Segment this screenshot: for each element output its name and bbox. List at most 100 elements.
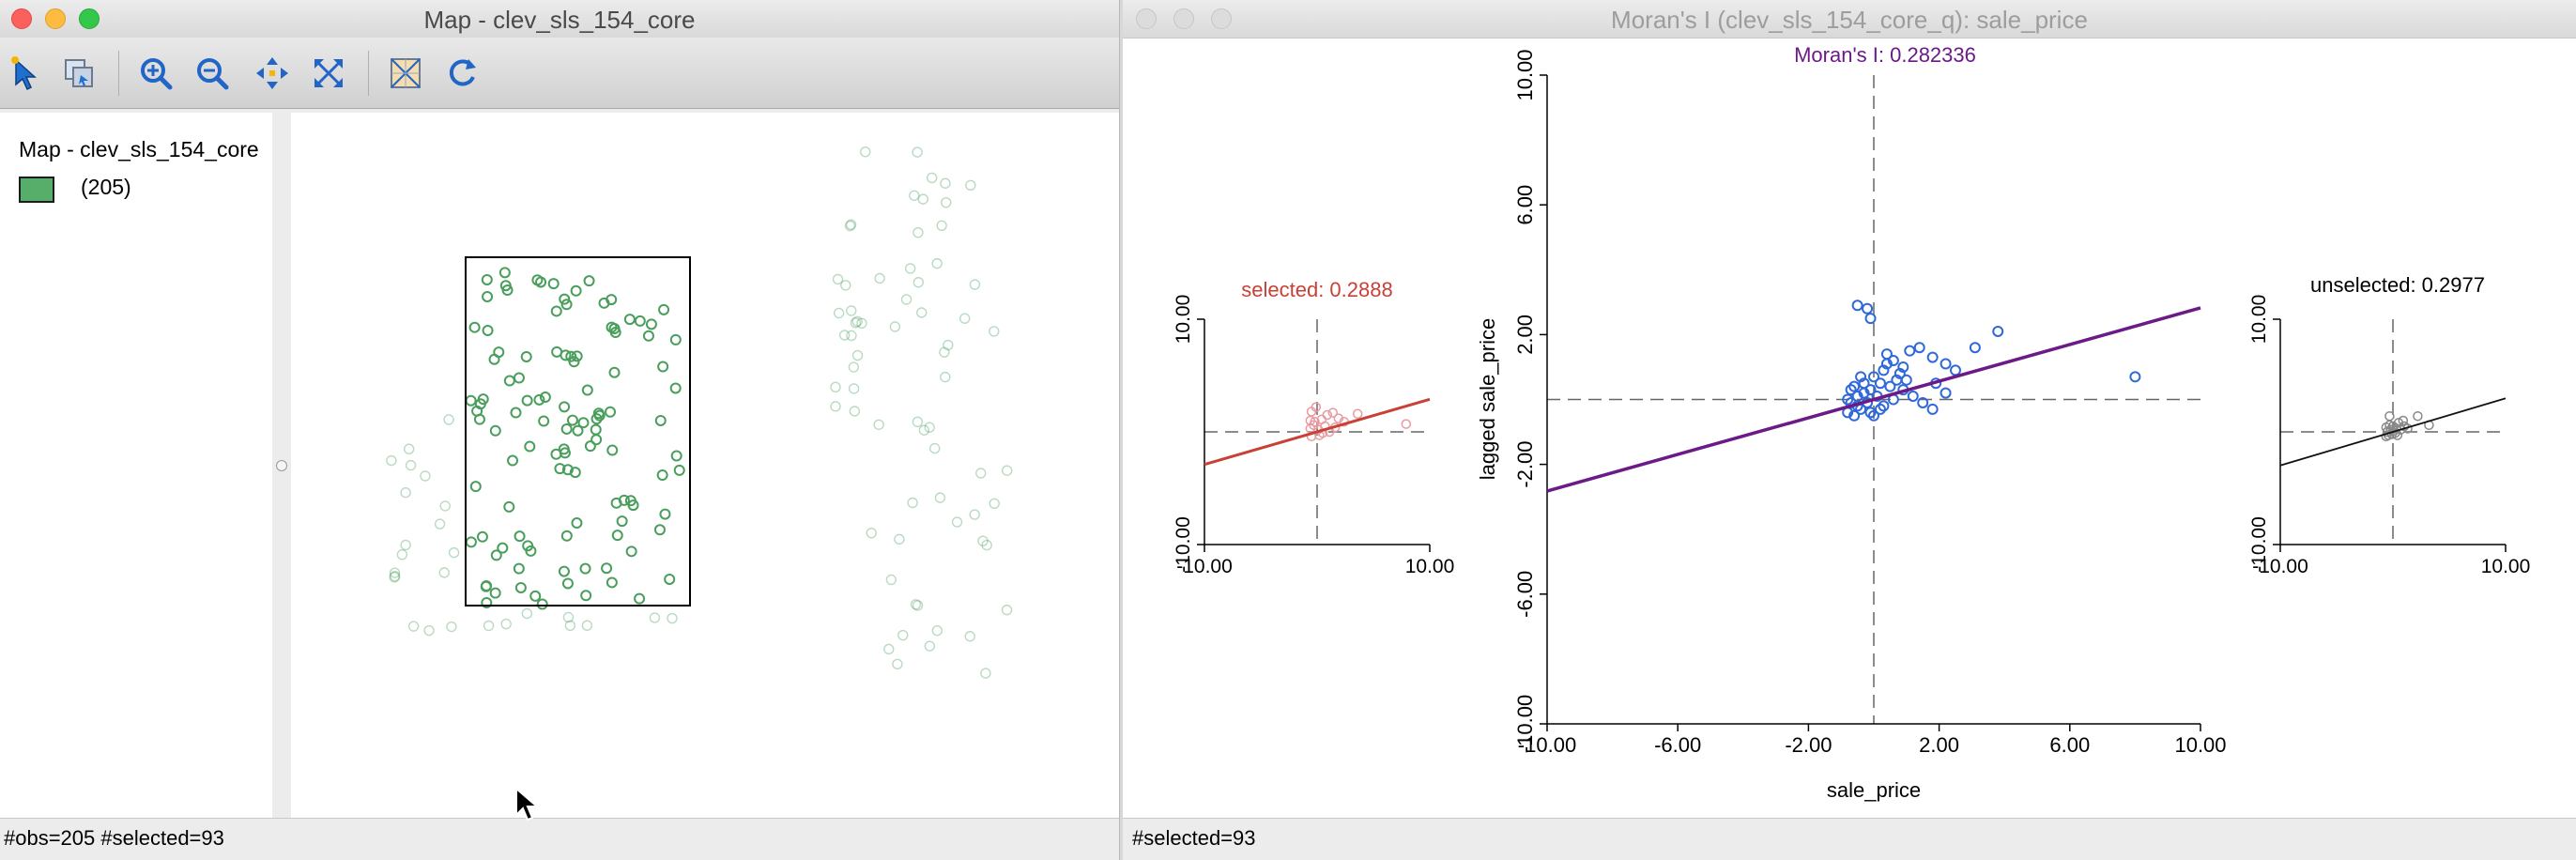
- map-observation-point[interactable]: [609, 327, 621, 339]
- map-observation-point[interactable]: [929, 442, 941, 454]
- map-observation-point[interactable]: [838, 330, 851, 341]
- map-observation-point[interactable]: [513, 562, 525, 575]
- main-data-point[interactable]: [1878, 400, 1890, 412]
- map-observation-point[interactable]: [673, 464, 685, 476]
- map-observation-point[interactable]: [482, 290, 494, 302]
- map-observation-point[interactable]: [634, 315, 646, 327]
- main-data-point[interactable]: [1940, 358, 1952, 370]
- map-observation-point[interactable]: [566, 414, 578, 426]
- map-observation-point[interactable]: [481, 596, 493, 608]
- map-observation-point[interactable]: [514, 581, 527, 593]
- map-observation-point[interactable]: [572, 424, 584, 437]
- map-observation-point[interactable]: [1002, 465, 1013, 476]
- unselected-data-point[interactable]: [2384, 410, 2395, 422]
- map-observation-point[interactable]: [912, 416, 924, 427]
- map-observation-point[interactable]: [980, 668, 991, 679]
- map-observation-point[interactable]: [874, 272, 885, 284]
- selected-data-point[interactable]: [1310, 416, 1320, 427]
- main-data-point[interactable]: [1926, 351, 1939, 363]
- map-observation-point[interactable]: [669, 333, 682, 346]
- map-observation-point[interactable]: [667, 612, 678, 624]
- zoom-window-button[interactable]: [1211, 8, 1232, 29]
- map-observation-point[interactable]: [481, 273, 493, 285]
- map-observation-point[interactable]: [934, 492, 946, 503]
- map-observation-point[interactable]: [657, 361, 669, 373]
- map-observation-point[interactable]: [912, 146, 923, 158]
- selected-data-point[interactable]: [1327, 407, 1339, 418]
- map-observation-point[interactable]: [503, 500, 515, 513]
- map-observation-point[interactable]: [912, 226, 924, 238]
- map-observation-point[interactable]: [940, 177, 951, 189]
- pan-icon[interactable]: [253, 54, 291, 92]
- map-observation-point[interactable]: [529, 590, 542, 602]
- map-observation-point[interactable]: [559, 401, 571, 413]
- map-observation-point[interactable]: [522, 540, 534, 552]
- main-data-point[interactable]: [1842, 393, 1854, 406]
- main-data-point[interactable]: [1917, 396, 1929, 408]
- main-data-point[interactable]: [1864, 407, 1877, 419]
- map-observation-point[interactable]: [538, 415, 550, 427]
- close-window-button[interactable]: [1136, 8, 1157, 29]
- unselected-data-point[interactable]: [2398, 415, 2409, 426]
- map-observation-point[interactable]: [883, 643, 895, 655]
- map-observation-point[interactable]: [605, 406, 617, 418]
- map-observation-point[interactable]: [465, 394, 477, 407]
- map-observation-point[interactable]: [634, 592, 646, 605]
- splitter-handle[interactable]: [276, 460, 287, 471]
- main-data-point[interactable]: [1900, 374, 1912, 386]
- main-data-point[interactable]: [1992, 325, 2004, 337]
- selected-data-point[interactable]: [1311, 402, 1322, 412]
- map-observation-point[interactable]: [866, 528, 877, 539]
- map-observation-point[interactable]: [849, 406, 861, 417]
- map-observation-point[interactable]: [577, 417, 590, 429]
- close-window-button[interactable]: [11, 8, 32, 29]
- main-data-point[interactable]: [1874, 403, 1886, 415]
- map-observation-point[interactable]: [490, 549, 502, 561]
- map-observation-point[interactable]: [400, 486, 411, 499]
- map-observation-point[interactable]: [912, 600, 924, 611]
- map-observation-point[interactable]: [658, 303, 670, 315]
- map-observation-point[interactable]: [907, 497, 918, 509]
- map-observation-point[interactable]: [520, 350, 532, 362]
- map-observation-point[interactable]: [390, 571, 401, 582]
- map-observation-point[interactable]: [931, 257, 943, 269]
- map-observation-point[interactable]: [439, 500, 451, 512]
- map-observation-point[interactable]: [510, 407, 522, 419]
- map-observation-point[interactable]: [926, 172, 938, 184]
- map-observation-point[interactable]: [584, 440, 596, 453]
- map-observation-point[interactable]: [590, 413, 603, 425]
- map-observation-point[interactable]: [931, 624, 943, 637]
- main-data-point[interactable]: [1894, 367, 1906, 379]
- main-data-point[interactable]: [1845, 384, 1857, 396]
- moran-plot-area[interactable]: Moran's I: 0.282336 -10.00 -6.00 -2.00 2.00…: [1123, 38, 2576, 817]
- selection-shape-icon[interactable]: [60, 54, 98, 92]
- map-observation-point[interactable]: [860, 146, 871, 158]
- main-data-point[interactable]: [1858, 387, 1870, 399]
- map-observation-point[interactable]: [514, 530, 526, 543]
- map-observation-point[interactable]: [664, 573, 676, 585]
- map-observation-point[interactable]: [560, 422, 573, 435]
- map-observation-point[interactable]: [611, 530, 623, 542]
- map-observation-point[interactable]: [642, 330, 654, 342]
- main-data-point[interactable]: [1851, 299, 1863, 312]
- map-canvas[interactable]: [291, 113, 1119, 819]
- map-observation-point[interactable]: [389, 567, 401, 578]
- map-observation-point[interactable]: [659, 508, 671, 520]
- map-observation-point[interactable]: [889, 321, 901, 332]
- map-observation-point[interactable]: [503, 375, 515, 387]
- main-data-point[interactable]: [1897, 361, 1909, 373]
- map-observation-point[interactable]: [571, 517, 583, 530]
- map-observation-point[interactable]: [856, 317, 867, 329]
- map-observation-point[interactable]: [1001, 604, 1013, 616]
- map-observation-point[interactable]: [497, 542, 509, 554]
- map-observation-point[interactable]: [653, 524, 666, 536]
- map-observation-point[interactable]: [489, 424, 501, 437]
- map-observation-point[interactable]: [420, 470, 431, 482]
- selected-data-point[interactable]: [1401, 419, 1412, 429]
- map-observation-point[interactable]: [571, 350, 583, 362]
- map-observation-point[interactable]: [649, 612, 661, 623]
- main-data-point[interactable]: [1878, 364, 1890, 376]
- minimize-window-button[interactable]: [1173, 8, 1194, 29]
- map-observation-point[interactable]: [507, 454, 519, 467]
- main-data-point[interactable]: [1884, 380, 1896, 392]
